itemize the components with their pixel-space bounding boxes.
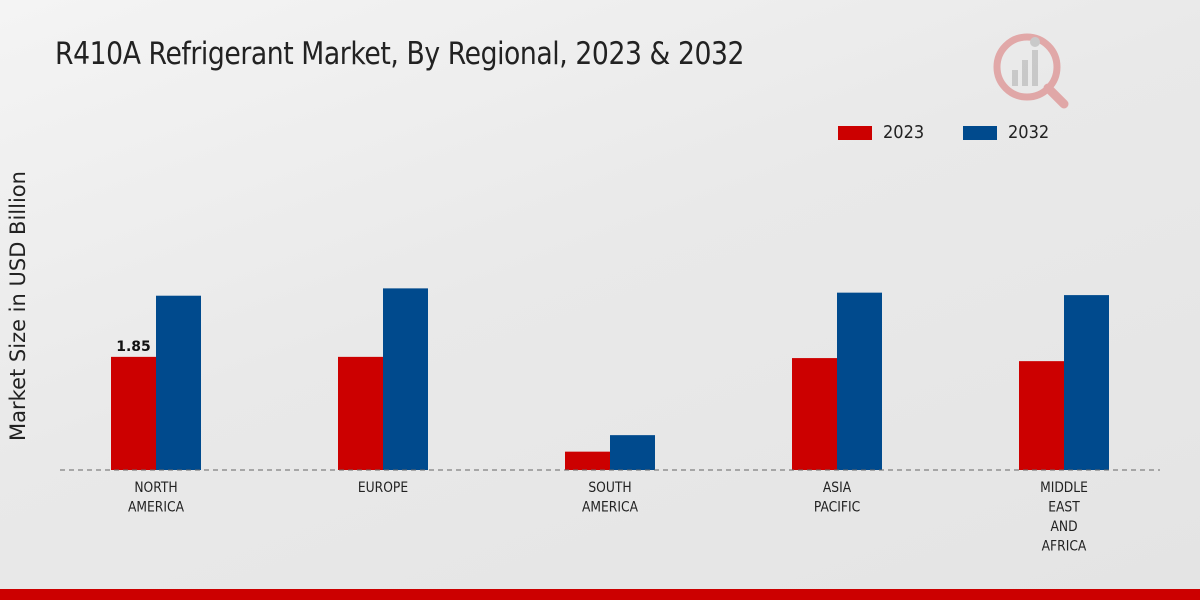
data-label-0: 1.85: [116, 339, 151, 355]
bar-2023-4: [1019, 361, 1064, 470]
legend-item-2023: 2023: [838, 122, 929, 143]
bottom-brand-bar: [0, 589, 1200, 600]
x-tick-label-2: SOUTH AMERICA: [582, 480, 638, 515]
legend-item-2032: 2032: [962, 122, 1054, 143]
legend-swatch-2032: [962, 125, 997, 140]
bar-2032-4: [1064, 295, 1109, 470]
x-tick-label-0: NORTH AMERICA: [128, 480, 184, 515]
chart-title: R410A Refrigerant Market, By Regional, 2…: [55, 36, 745, 72]
x-tick-label-1: EUROPE: [358, 480, 408, 496]
analytics-logo-icon: [993, 33, 1069, 109]
bar-2023-0: [111, 356, 156, 470]
x-tick-label-3: ASIA PACIFIC: [814, 480, 860, 515]
bar-2032-0: [156, 295, 201, 470]
bar-2032-3: [837, 292, 882, 470]
legend-swatch-2023: [838, 125, 872, 140]
bar-2023-2: [565, 451, 610, 470]
legend-label-2032: 2032: [1007, 122, 1050, 143]
bar-2023-3: [792, 358, 837, 470]
x-tick-label-4: MIDDLE EAST AND AFRICA: [1040, 480, 1088, 554]
bar-2032-2: [610, 435, 655, 470]
chart-legend: 2023 2032: [838, 122, 1088, 143]
bar-2023-1: [338, 356, 383, 470]
legend-label-2023: 2023: [883, 122, 925, 143]
bar-2032-1: [383, 288, 428, 470]
